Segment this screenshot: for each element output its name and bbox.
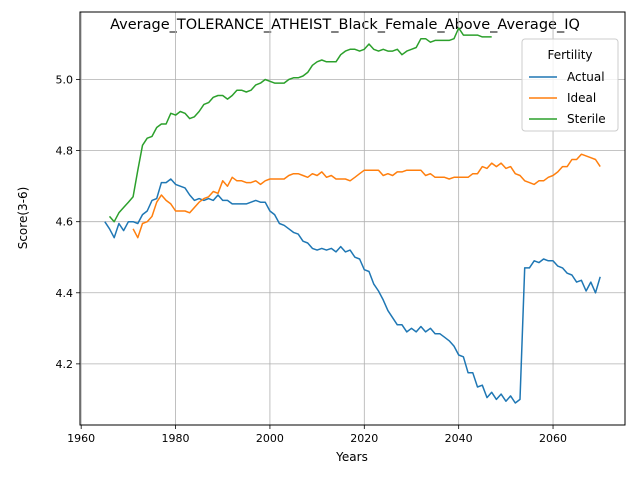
y-tick-label: 4.6	[56, 216, 74, 229]
legend-label-sterile: Sterile	[567, 112, 606, 126]
x-axis-ticks: 1960 1980 2000 2020 2040 2060	[67, 425, 567, 445]
y-tick-label: 5.0	[56, 74, 74, 87]
legend: Fertility Actual Ideal Sterile	[521, 38, 619, 132]
x-tick-label: 1960	[67, 432, 95, 445]
y-tick-label: 4.8	[56, 145, 74, 158]
x-tick-label: 2020	[350, 432, 378, 445]
legend-label-ideal: Ideal	[567, 91, 596, 105]
chart-title: Average_TOLERANCE_ATHEIST_Black_Female_A…	[110, 17, 580, 33]
series-line-sterile	[108, 27, 492, 223]
series-line-actual	[104, 178, 601, 404]
x-tick-label: 2060	[539, 432, 567, 445]
x-tick-label: 1980	[162, 432, 190, 445]
y-tick-label: 4.4	[56, 287, 74, 300]
legend-title: Fertility	[547, 48, 592, 62]
x-axis-label: Years	[335, 450, 368, 464]
x-tick-label: 2040	[445, 432, 473, 445]
legend-box	[521, 38, 619, 132]
series-lines	[104, 27, 601, 404]
plot-frame	[79, 11, 626, 426]
series-line-ideal	[132, 153, 601, 239]
y-axis-label: Score(3-6)	[16, 187, 30, 250]
legend-label-actual: Actual	[567, 70, 605, 84]
x-tick-label: 2000	[256, 432, 284, 445]
y-tick-label: 4.2	[56, 358, 74, 371]
y-axis-ticks: 4.2 4.4 4.6 4.8 5.0	[56, 74, 80, 371]
